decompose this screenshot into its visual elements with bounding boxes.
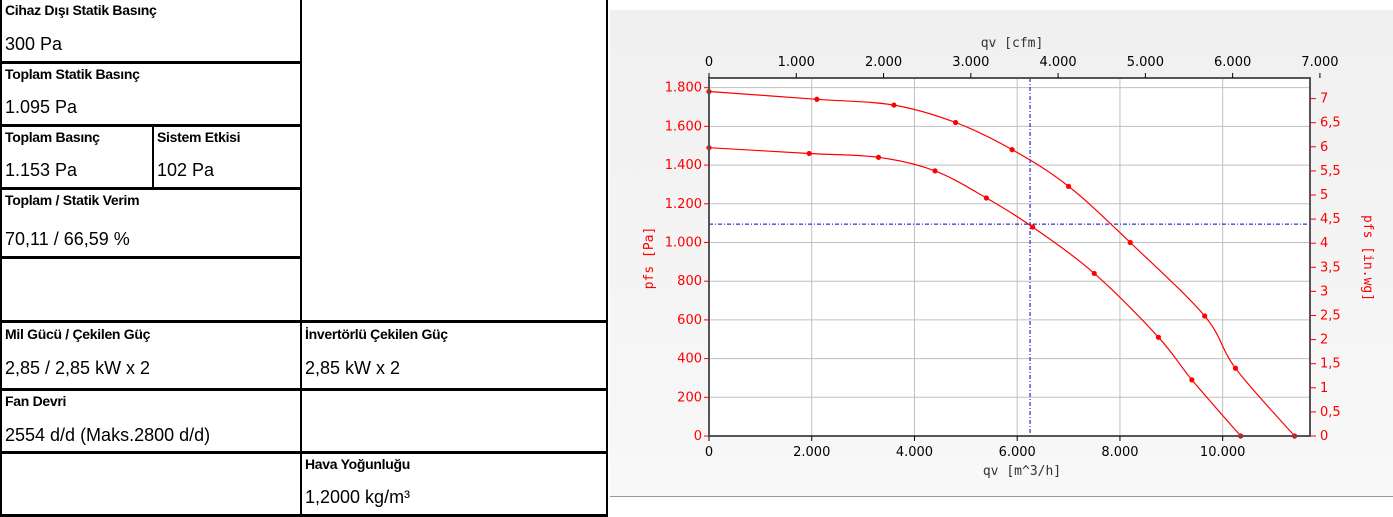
series-1-point (952, 119, 959, 126)
x2-tick-label: 0 (705, 55, 713, 70)
y-tick-label: 800 (677, 274, 702, 289)
y-tick-label: 1.400 (665, 158, 702, 173)
x-tick-label: 6.000 (999, 445, 1036, 460)
toplam-statik-label: Toplam Statik Basınç (5, 66, 140, 82)
table-row-divider (0, 187, 300, 190)
series-1-point (1009, 147, 1015, 153)
fan-devri-value: 2554 d/d (Maks.2800 d/d) (5, 425, 211, 445)
y2-tick-label: 6 (1320, 140, 1328, 155)
y2-tick-label: 1 (1320, 381, 1328, 396)
toplam-statik-value: 1.095 Pa (5, 97, 78, 117)
y2-tick-label: 4,5 (1320, 212, 1341, 227)
series-2-line (708, 147, 1242, 437)
x2-tick-label: 6.000 (1214, 55, 1251, 70)
y-tick-label: 0 (694, 429, 702, 444)
hava-value: 1,2000 kg/m³ (305, 487, 411, 507)
grid (709, 78, 1310, 436)
series-1-point (1202, 313, 1208, 319)
table-border-bottom (0, 514, 606, 517)
plot-frame (708, 77, 1311, 437)
x-tick-label: 0 (705, 445, 713, 460)
table-subcolumn-divider (152, 125, 154, 187)
series-1-line (708, 90, 1296, 437)
y-axis-title: pfs [Pa] (642, 227, 657, 290)
cihaz-disi-value: 300 Pa (5, 34, 63, 54)
x2-tick-label: 4.000 (1039, 55, 1076, 70)
axis-ticks: 0 2.000 4.000 6.000 8.000 10.000 0 1.000 2.000 3.… (665, 55, 1341, 460)
x-tick-label: 4.000 (896, 445, 933, 460)
series-2-point (983, 195, 989, 201)
verim-value: 70,11 / 66,59 % (5, 229, 130, 249)
y2-tick-label: 0 (1320, 429, 1328, 444)
y2-tick-label: 2 (1320, 333, 1328, 348)
series-1-point (1127, 239, 1133, 246)
series-1-point (814, 96, 820, 102)
y-tick-label: 1.200 (665, 197, 702, 212)
y2-tick-label: 6,5 (1320, 116, 1341, 131)
x-tick-label: 2.000 (793, 445, 830, 460)
y2-tick-label: 1,5 (1320, 357, 1341, 372)
fan-curve-chart: 0 2.000 4.000 6.000 8.000 10.000 0 1.000 2.000 3.… (610, 10, 1393, 497)
y-tick-label: 1.800 (665, 81, 702, 96)
y2-tick-label: 3 (1320, 284, 1328, 299)
y-tick-label: 400 (677, 352, 702, 367)
x2-axis-title: qv [cfm] (981, 36, 1044, 51)
table-row-divider (0, 388, 606, 391)
hava-label: Hava Yoğunluğu (305, 456, 410, 472)
y-tick-label: 1.600 (665, 119, 702, 134)
invertor-value: 2,85 kW x 2 (305, 358, 401, 378)
y2-axis-title: pfs [in.wg] (1360, 215, 1375, 301)
sistem-etkisi-value: 102 Pa (157, 160, 215, 180)
operating-point-crosshair (709, 78, 1310, 436)
table-row-divider (0, 61, 300, 64)
series-2-point (875, 154, 882, 160)
series-2-point (1189, 377, 1195, 383)
y2-tick-label: 3,5 (1320, 260, 1341, 275)
verim-label: Toplam / Statik Verim (5, 192, 140, 208)
y-tick-label: 1.000 (665, 235, 702, 250)
series-1-point (1232, 365, 1239, 371)
toplam-basinc-label: Toplam Basınç (5, 129, 100, 145)
series-2-point (806, 150, 812, 157)
x-tick-label: 10.000 (1200, 445, 1246, 460)
x-tick-label: 8.000 (1101, 445, 1138, 460)
series-2-point (1091, 270, 1097, 277)
y-tick-label: 600 (677, 313, 702, 328)
y2-tick-label: 4 (1320, 236, 1328, 251)
cihaz-disi-label: Cihaz Dışı Statik Basınç (5, 2, 157, 18)
y2-tick-label: 0,5 (1320, 405, 1341, 420)
fan-data-table: Cihaz Dışı Statik Basınç 300 Pa Toplam S… (0, 0, 608, 517)
table-row-divider (0, 320, 606, 323)
x2-tick-label: 3.000 (952, 55, 989, 70)
x2-tick-label: 1.000 (778, 55, 815, 70)
x2-tick-label: 5.000 (1127, 55, 1164, 70)
fan-devri-label: Fan Devri (5, 393, 67, 409)
table-row-divider (0, 451, 606, 454)
series-1-point (891, 102, 897, 108)
toplam-basinc-value: 1.153 Pa (5, 160, 78, 180)
series-2-point (1030, 224, 1036, 230)
mil-gucu-label: Mil Gücü / Çekilen Güç (5, 326, 151, 342)
series-1-point (1065, 183, 1072, 189)
y2-tick-label: 2,5 (1320, 308, 1341, 323)
y-tick-label: 200 (677, 390, 702, 405)
x2-tick-label: 7.000 (1301, 55, 1338, 70)
x-axis-title: qv [m^3/h] (983, 464, 1061, 479)
invertor-label: İnvertörlü Çekilen Güç (305, 326, 448, 342)
x2-tick-label: 2.000 (865, 55, 902, 70)
table-row-divider (0, 256, 300, 259)
series-2-point (1155, 334, 1162, 340)
table-row-divider (0, 124, 300, 127)
series-layer (706, 88, 1298, 439)
sistem-etkisi-label: Sistem Etkisi (157, 129, 241, 145)
series-2-point (932, 168, 938, 174)
mil-gucu-value: 2,85 / 2,85 kW x 2 (5, 358, 151, 378)
y2-tick-label: 7 (1320, 92, 1328, 107)
y2-tick-label: 5 (1320, 188, 1328, 203)
y2-tick-label: 5,5 (1320, 164, 1341, 179)
table-column-divider (300, 0, 302, 517)
fan-curve-chart-panel: 0 2.000 4.000 6.000 8.000 10.000 0 1.000 2.000 3.… (610, 0, 1393, 517)
table-border-right (606, 0, 608, 517)
plot-area (709, 78, 1310, 436)
